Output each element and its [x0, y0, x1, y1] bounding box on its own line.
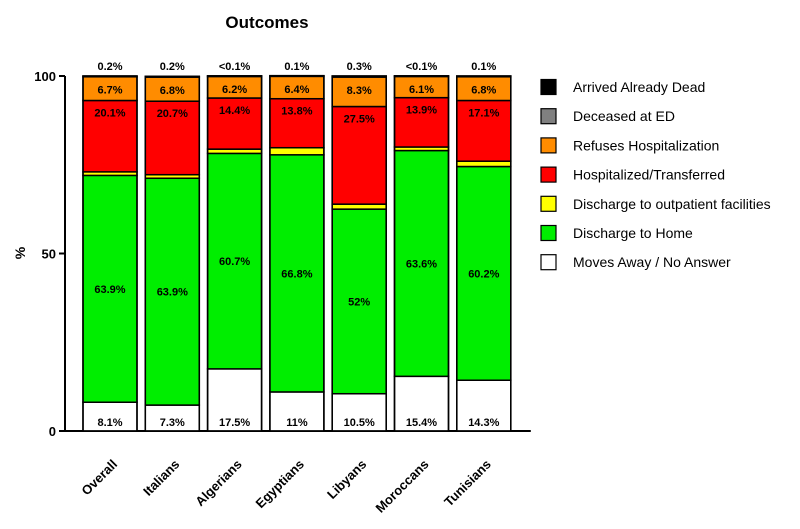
- data-label: 52%: [348, 296, 370, 308]
- data-label: 27.5%: [344, 114, 375, 126]
- data-label: 0.3%: [347, 61, 372, 73]
- data-label: 8.3%: [347, 85, 372, 97]
- data-label: 11%: [286, 417, 308, 429]
- data-label: 17.5%: [219, 417, 250, 429]
- data-label: 0.1%: [284, 61, 309, 73]
- legend-swatch: [540, 195, 557, 212]
- data-label: 6.4%: [284, 84, 309, 96]
- bar-stack-italians: 7.3% 63.9% 20.7% 6.8% 0.2%: [144, 61, 201, 432]
- data-label: 7.3%: [160, 417, 185, 429]
- bar-segment: [144, 100, 201, 176]
- data-label: 6.8%: [160, 85, 185, 97]
- data-label: 13.8%: [281, 106, 312, 118]
- x-tick-label: Libyans: [324, 457, 369, 502]
- data-label: 10.5%: [344, 417, 375, 429]
- bar-stack-overall: 8.1% 63.9% 20.1% 6.7% 0.2%: [82, 61, 138, 432]
- data-label: 8.1%: [97, 417, 122, 429]
- bar-outline: [393, 75, 450, 432]
- bar-segment: [456, 160, 512, 168]
- data-label: 14.3%: [468, 417, 499, 429]
- y-tick-label: 50: [42, 247, 56, 262]
- data-label: 6.8%: [471, 84, 496, 96]
- bar-outline: [82, 75, 138, 432]
- legend: Arrived Already Dead Deceased at ED Refuse…: [540, 78, 771, 271]
- bar-segment: [206, 97, 263, 150]
- bar-segment: [269, 146, 325, 156]
- data-label: 60.7%: [219, 256, 250, 268]
- bar-segment: [206, 152, 263, 370]
- bar-stack-moroccans: 15.4% 63.6% 13.9% 6.1% <0.1%: [393, 61, 450, 432]
- bar-outline: [331, 75, 387, 432]
- x-tick-label: Egyptians: [252, 457, 307, 512]
- y-tick-label: 100: [34, 69, 56, 84]
- x-tick-label: Tunisians: [441, 457, 494, 510]
- bar-stack-libyans: 10.5% 52% 27.5% 8.3% 0.3%: [331, 61, 387, 432]
- bar-segment: [331, 76, 387, 108]
- data-label: 6.2%: [222, 84, 247, 96]
- data-label: 63.9%: [94, 284, 125, 296]
- bar-segment: [269, 97, 325, 149]
- legend-swatch: [540, 108, 557, 125]
- bar-outline: [144, 75, 201, 432]
- data-label: 6.1%: [409, 84, 434, 96]
- bar-segment: [269, 154, 325, 393]
- data-label: <0.1%: [406, 61, 438, 73]
- data-label: 63.9%: [157, 287, 188, 299]
- bar-outline: [456, 75, 512, 432]
- legend-label: Discharge to outpatient facilities: [573, 196, 771, 212]
- x-tick-label: Italians: [140, 457, 182, 499]
- data-label: 63.6%: [406, 258, 437, 270]
- legend-swatch: [540, 224, 557, 242]
- data-label: 66.8%: [281, 268, 312, 280]
- data-label: 20.7%: [157, 108, 188, 120]
- bar-stack-tunisians: 14.3% 60.2% 17.1% 6.8% 0.1%: [456, 61, 512, 432]
- bar-segment: [393, 149, 450, 378]
- legend-swatch: [540, 137, 557, 154]
- y-tick-label: 0: [49, 424, 56, 439]
- chart-title: Outcomes: [225, 13, 308, 32]
- data-label: 15.4%: [406, 417, 437, 429]
- data-label: 20.1%: [94, 107, 125, 119]
- legend-swatch: [540, 166, 557, 183]
- legend-label: Hospitalized/Transferred: [573, 167, 725, 183]
- legend-swatch: [540, 254, 557, 271]
- legend-label: Arrived Already Dead: [573, 79, 705, 95]
- bar-stack-algerians: 17.5% 60.7% 14.4% 6.2% <0.1%: [206, 61, 263, 432]
- data-label: 17.1%: [468, 107, 499, 119]
- bar-outline: [269, 75, 325, 432]
- legend-label: Moves Away / No Answer: [573, 254, 731, 270]
- data-label: 6.7%: [97, 85, 122, 97]
- bar-segment: [206, 368, 263, 432]
- x-tick-label: Moroccans: [372, 457, 431, 516]
- data-label: <0.1%: [219, 61, 251, 73]
- bar-stack-egyptians: 11% 66.8% 13.8% 6.4% 0.1%: [269, 61, 325, 432]
- data-label: 14.4%: [219, 105, 250, 117]
- data-label: 0.2%: [97, 61, 122, 73]
- legend-label: Refuses Hospitalization: [573, 137, 719, 153]
- bar-segment: [82, 99, 138, 173]
- legend-swatch: [540, 78, 557, 96]
- y-axis-label: %: [12, 246, 28, 259]
- x-tick-label: Algerians: [192, 457, 245, 510]
- x-tick-label: Overall: [78, 457, 120, 499]
- data-label: 60.2%: [468, 268, 499, 280]
- data-label: 13.9%: [406, 105, 437, 117]
- plot-area: 0 50 100 8.1% 63.9% 20.1% 6.7% 0.2% Overall 7.3% 6…: [34, 61, 531, 516]
- legend-label: Deceased at ED: [573, 108, 675, 124]
- data-label: 0.2%: [160, 61, 185, 73]
- bar-outline: [206, 75, 263, 432]
- data-label: 0.1%: [471, 61, 496, 73]
- legend-label: Discharge to Home: [573, 225, 693, 241]
